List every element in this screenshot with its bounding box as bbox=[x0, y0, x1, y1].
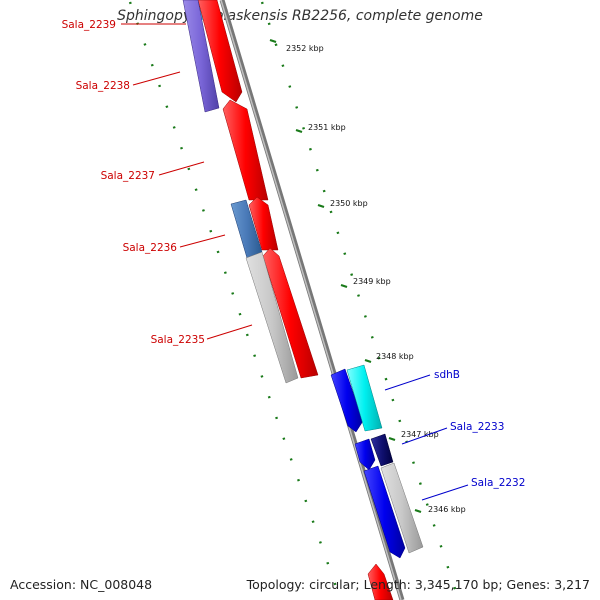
gene-sala-2238[interactable] bbox=[197, 0, 243, 103]
tick-label: 2351 kbp bbox=[308, 123, 346, 132]
tick-label: 2348 kbp bbox=[376, 352, 414, 361]
gene-label-sdhb: sdhB bbox=[434, 369, 460, 381]
topology-info: Topology: circular; Length: 3,345,170 bp… bbox=[246, 577, 590, 592]
accession-info: Accession: NC_008048 bbox=[10, 577, 152, 592]
tick-label: 2349 kbp bbox=[353, 277, 391, 286]
gene-label-sala-2236: Sala_2236 bbox=[123, 242, 178, 254]
gene-blue-small[interactable] bbox=[354, 438, 376, 471]
reverse-strand-genes bbox=[182, 0, 424, 559]
gene-sala-2233[interactable] bbox=[370, 433, 394, 467]
scale-ticks bbox=[269, 38, 422, 514]
gene-red-bottom[interactable] bbox=[367, 563, 394, 600]
tick-label: 2347 kbp bbox=[401, 430, 439, 439]
accession-label: Accession: bbox=[10, 577, 77, 592]
tick-label: 2350 kbp bbox=[330, 199, 368, 208]
gene-label-sala-2239: Sala_2239 bbox=[62, 19, 116, 31]
genome-backbone bbox=[219, 0, 405, 600]
gene-sala-2237[interactable] bbox=[222, 99, 269, 201]
gene-sala-2238-rev[interactable] bbox=[182, 0, 220, 113]
tick-label: 2352 kbp bbox=[286, 44, 324, 53]
forward-strand-genes bbox=[193, 0, 394, 600]
gene-label-sala-2232: Sala_2232 bbox=[471, 477, 525, 489]
tick-label: 2346 kbp bbox=[428, 505, 466, 514]
accession-value: NC_008048 bbox=[80, 577, 153, 592]
gene-sala-2235[interactable] bbox=[245, 251, 299, 384]
gene-sala-2235-fwd[interactable] bbox=[262, 247, 319, 379]
gene-sdhb-blue[interactable] bbox=[330, 368, 364, 433]
gene-label-sala-2235: Sala_2235 bbox=[151, 334, 205, 346]
gene-sdhb[interactable] bbox=[346, 364, 383, 432]
gene-label-sala-2238: Sala_2238 bbox=[76, 80, 130, 92]
gene-sala-2232[interactable] bbox=[363, 465, 406, 559]
gene-sala-2232-gray[interactable] bbox=[380, 462, 424, 554]
gene-label-sala-2237: Sala_2237 bbox=[101, 170, 155, 182]
gene-label-sala-2233: Sala_2233 bbox=[450, 421, 504, 433]
gene-sala-2236-fwd[interactable] bbox=[248, 196, 279, 251]
